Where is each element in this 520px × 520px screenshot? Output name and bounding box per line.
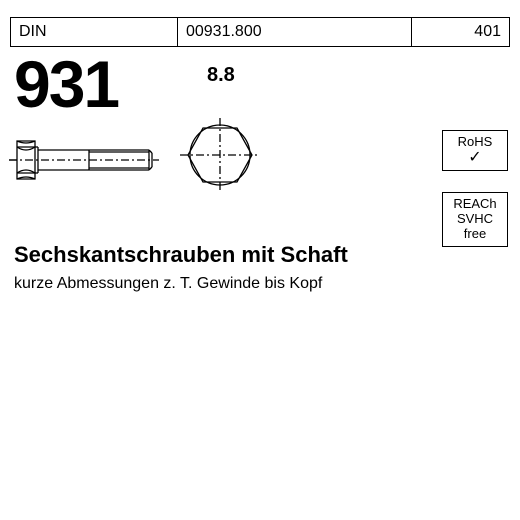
reach-label-3: free	[445, 227, 505, 242]
check-icon: ✓	[445, 150, 505, 166]
strength-grade: 8.8	[207, 64, 235, 87]
header-table: DIN 00931.800 401	[10, 17, 510, 47]
rohs-label: RoHS	[445, 135, 505, 150]
header-standard-cell: DIN	[11, 18, 178, 47]
reach-badge: REACh SVHC free	[442, 192, 508, 247]
product-title: Sechskantschrauben mit Schaft	[14, 242, 348, 268]
product-subtitle: kurze Abmessungen z. T. Gewinde bis Kopf	[14, 275, 322, 293]
standard-number: 931	[14, 46, 118, 122]
rohs-badge: RoHS ✓	[442, 130, 508, 171]
bolt-side-view-icon	[9, 130, 159, 190]
header-code-cell: 00931.800	[177, 18, 411, 47]
reach-label-1: REACh	[445, 197, 505, 212]
header-ref-cell: 401	[411, 18, 509, 47]
bolt-hex-view-icon	[180, 115, 260, 195]
reach-label-2: SVHC	[445, 212, 505, 227]
